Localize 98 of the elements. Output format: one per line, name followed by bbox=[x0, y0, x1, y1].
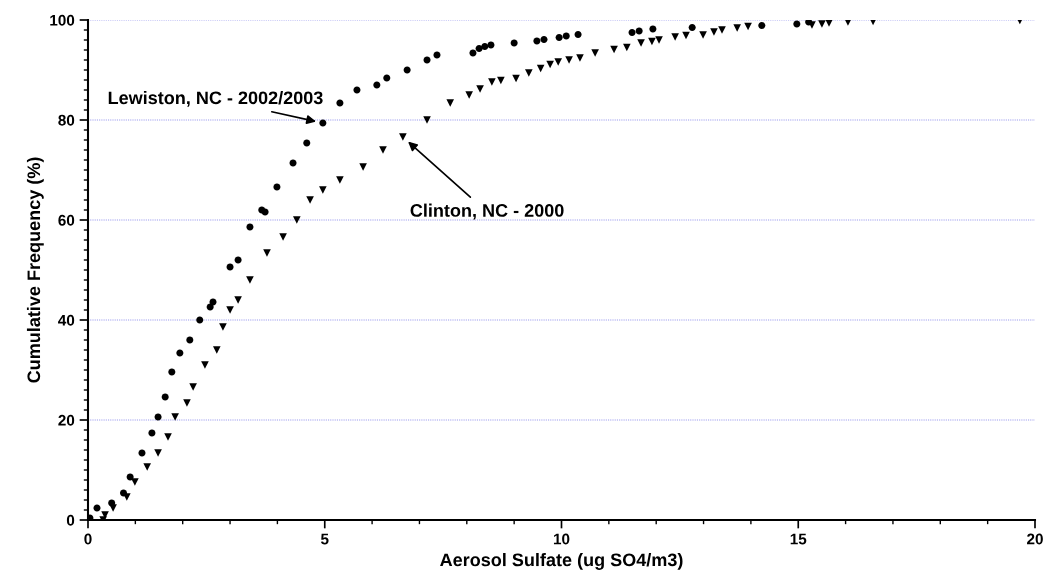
x-tick-label: 0 bbox=[84, 533, 92, 545]
point bbox=[688, 23, 696, 32]
point bbox=[383, 74, 391, 82]
point bbox=[353, 86, 361, 94]
point bbox=[655, 36, 663, 44]
y-axis-title: Cumulative Frequency (%) bbox=[26, 157, 44, 383]
point bbox=[497, 76, 505, 85]
annotation: Clinton, NC - 2000 bbox=[410, 203, 564, 220]
point bbox=[710, 28, 718, 36]
x-tick-label: 5 bbox=[320, 533, 329, 545]
point bbox=[637, 39, 645, 47]
y-tick-label: 80 bbox=[58, 114, 75, 126]
point bbox=[699, 31, 707, 39]
point bbox=[525, 69, 533, 77]
point bbox=[109, 504, 117, 512]
point bbox=[293, 216, 301, 224]
point bbox=[628, 28, 636, 37]
point bbox=[154, 449, 162, 457]
x-tick-label: 15 bbox=[790, 533, 807, 545]
point bbox=[226, 306, 234, 314]
point bbox=[176, 349, 184, 357]
point bbox=[93, 504, 101, 512]
x-tick-label: 20 bbox=[1027, 533, 1043, 545]
point bbox=[171, 413, 179, 421]
point bbox=[403, 66, 411, 74]
point bbox=[793, 20, 801, 28]
point bbox=[148, 429, 156, 437]
point bbox=[649, 25, 657, 33]
point bbox=[101, 511, 109, 519]
point bbox=[234, 296, 242, 304]
point bbox=[540, 35, 548, 44]
point bbox=[423, 116, 431, 124]
point bbox=[196, 316, 204, 324]
point bbox=[635, 27, 643, 35]
point bbox=[718, 26, 726, 34]
point bbox=[446, 99, 455, 107]
point bbox=[536, 64, 545, 73]
point bbox=[758, 21, 766, 30]
point bbox=[475, 44, 483, 53]
point bbox=[161, 393, 169, 401]
point bbox=[671, 33, 679, 41]
point bbox=[186, 336, 194, 344]
point bbox=[576, 54, 584, 62]
point bbox=[143, 463, 151, 471]
point bbox=[510, 39, 518, 47]
point bbox=[246, 276, 254, 284]
point bbox=[336, 176, 344, 184]
point bbox=[476, 85, 484, 93]
point bbox=[246, 223, 254, 231]
y-tick-label: 60 bbox=[58, 214, 75, 226]
point bbox=[546, 60, 554, 69]
x-tick-label: 10 bbox=[553, 533, 570, 545]
point bbox=[733, 24, 741, 32]
point bbox=[263, 249, 271, 257]
point bbox=[189, 383, 197, 391]
point bbox=[565, 56, 573, 64]
y-tick-label: 0 bbox=[66, 514, 75, 526]
annotation: Lewiston, NC - 2002/2003 bbox=[108, 90, 323, 107]
point bbox=[131, 478, 139, 486]
y-tick-label: 40 bbox=[58, 314, 75, 326]
point bbox=[219, 323, 227, 331]
point bbox=[465, 91, 473, 99]
point bbox=[623, 43, 631, 52]
point bbox=[554, 58, 562, 66]
point bbox=[562, 32, 570, 40]
point bbox=[183, 399, 191, 407]
point bbox=[279, 233, 287, 241]
y-tick-label: 100 bbox=[50, 14, 75, 26]
point bbox=[488, 78, 496, 86]
point bbox=[201, 361, 209, 369]
point bbox=[123, 493, 131, 501]
point bbox=[209, 298, 217, 306]
point bbox=[533, 37, 541, 45]
point bbox=[154, 413, 162, 421]
point bbox=[379, 146, 387, 154]
point bbox=[373, 81, 381, 89]
point bbox=[336, 99, 344, 107]
point bbox=[825, 20, 833, 27]
x-axis-title: Aerosol Sulfate (ug SO4/m3) bbox=[440, 552, 683, 570]
point bbox=[481, 42, 489, 51]
point bbox=[319, 119, 327, 127]
y-tick-label: 20 bbox=[58, 414, 75, 426]
point bbox=[88, 514, 94, 520]
point bbox=[555, 33, 563, 42]
point bbox=[212, 346, 221, 354]
point bbox=[164, 433, 172, 441]
point bbox=[399, 133, 407, 141]
point bbox=[591, 49, 599, 57]
point bbox=[359, 163, 367, 171]
point bbox=[273, 183, 281, 191]
point bbox=[168, 368, 176, 376]
point bbox=[818, 20, 826, 28]
point bbox=[574, 30, 582, 39]
point bbox=[487, 41, 495, 49]
point bbox=[319, 186, 327, 194]
point bbox=[306, 196, 314, 204]
point bbox=[303, 139, 311, 147]
point bbox=[234, 256, 242, 264]
